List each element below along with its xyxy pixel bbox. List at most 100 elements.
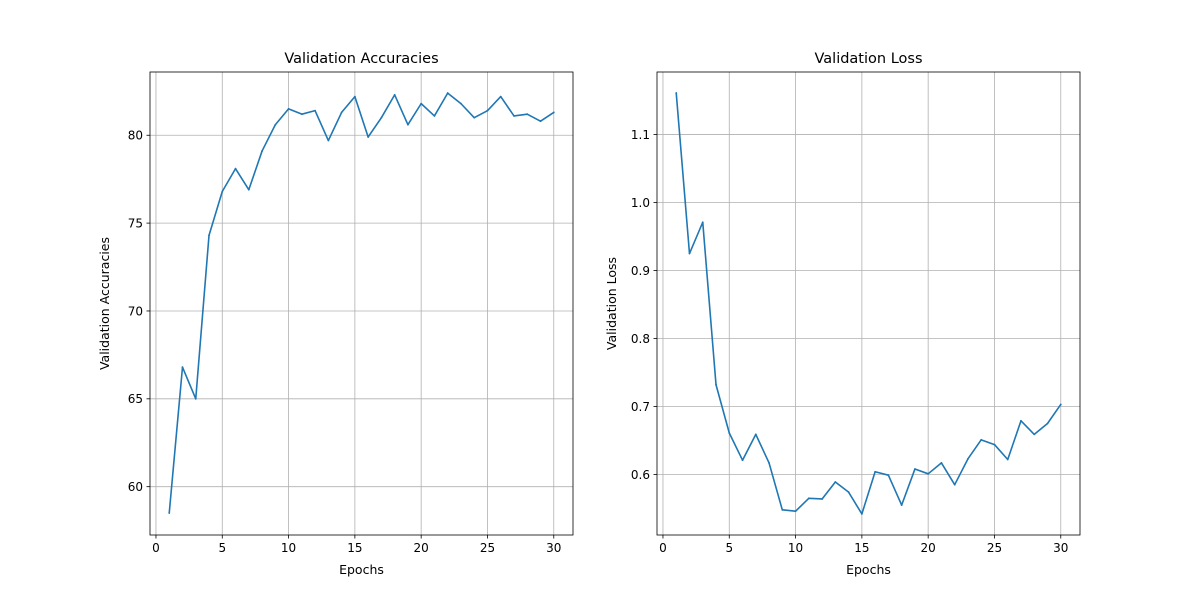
loss-x-tick-label: 10 [788, 541, 803, 555]
accuracy-y-tick-label: 65 [128, 392, 143, 406]
accuracy-data-point [247, 188, 250, 191]
loss-y-tick-label: 0.6 [631, 468, 650, 482]
accuracy-data-point [446, 92, 449, 94]
accuracy-y-axis-label: Validation Accuracies [97, 237, 112, 370]
loss-data-point [821, 498, 823, 500]
loss-data-point [688, 252, 691, 255]
accuracy-x-tick-label: 15 [347, 541, 362, 555]
accuracy-data-point [234, 167, 237, 170]
loss-data-point [754, 433, 757, 436]
accuracy-chart-panel: 0 5 10 15 20 25 30 60 65 70 75 80 Validation Accura… [97, 51, 574, 577]
accuracy-ticks: 0 5 10 15 20 25 30 60 65 70 75 80 [128, 129, 562, 555]
loss-data-point [675, 92, 678, 94]
accuracy-grid [150, 72, 573, 535]
accuracy-data-point [261, 150, 263, 152]
loss-data-point [900, 504, 903, 506]
loss-chart-title: Validation Loss [814, 51, 922, 67]
loss-x-tick-label: 5 [725, 541, 733, 555]
loss-data-point [967, 457, 969, 460]
accuracy-data-point [380, 116, 383, 119]
accuracy-data-point [552, 111, 555, 114]
accuracy-data-point [300, 113, 303, 116]
loss-y-tick-label: 1.0 [631, 196, 650, 210]
accuracy-chart-title: Validation Accuracies [284, 51, 438, 67]
accuracy-data-point [181, 366, 184, 369]
accuracy-x-tick-label: 25 [480, 541, 495, 555]
loss-y-tick-label: 0.7 [631, 400, 650, 414]
accuracy-x-tick-label: 10 [281, 541, 296, 555]
accuracy-x-axis-label: Epochs [339, 562, 384, 577]
accuracy-data-point [499, 95, 502, 98]
accuracy-y-tick-label: 60 [128, 480, 143, 494]
loss-x-tick-label: 0 [659, 541, 667, 555]
loss-data-point [701, 221, 704, 224]
accuracy-data-point [473, 116, 476, 119]
accuracy-data-point [420, 102, 423, 105]
loss-y-tick-label: 1.1 [631, 128, 650, 142]
loss-data-point [741, 459, 744, 462]
accuracy-data-point [526, 113, 529, 116]
accuracy-data-point [340, 111, 343, 114]
accuracy-data-point [513, 115, 515, 117]
accuracy-data-point [460, 102, 462, 105]
accuracy-data-point [367, 136, 370, 138]
accuracy-data-point [353, 95, 356, 98]
loss-data-point [1059, 403, 1062, 406]
accuracy-data-point [168, 512, 171, 514]
loss-data-point [1046, 422, 1049, 425]
loss-data-point [781, 508, 784, 511]
accuracy-data-point [274, 123, 277, 126]
loss-data-point [807, 497, 810, 500]
accuracy-data-point [486, 109, 489, 112]
accuracy-x-tick-label: 20 [414, 541, 429, 555]
loss-data-point [715, 383, 717, 386]
loss-data-point [953, 483, 956, 486]
accuracy-data-point [194, 397, 197, 400]
loss-data-point [728, 432, 731, 434]
loss-data-point [887, 474, 890, 477]
accuracy-x-tick-label: 30 [546, 541, 561, 555]
accuracy-data-point [539, 120, 542, 123]
loss-x-tick-label: 15 [854, 541, 869, 555]
loss-y-tick-label: 0.8 [631, 332, 650, 346]
loss-data-point [847, 491, 850, 494]
accuracy-data-point [433, 115, 436, 117]
accuracy-data-point [221, 190, 224, 193]
accuracy-x-tick-label: 5 [218, 541, 226, 555]
loss-grid [657, 72, 1080, 535]
loss-data-point [1020, 419, 1022, 422]
accuracy-y-tick-label: 80 [128, 129, 143, 143]
loss-data-point [927, 472, 930, 475]
loss-data-point [768, 462, 770, 464]
loss-data-point [794, 510, 797, 513]
accuracy-y-tick-label: 70 [128, 304, 143, 318]
loss-series-line [675, 92, 1062, 515]
loss-y-axis-label: Validation Loss [604, 257, 619, 350]
loss-data-point [1006, 458, 1009, 461]
loss-chart-panel: 0 5 10 15 20 25 30 0.6 0.7 0.8 0.9 1.0 1.1 Validatio… [604, 51, 1081, 577]
loss-x-axis-label: Epochs [846, 562, 891, 577]
accuracy-line-layer [168, 92, 555, 514]
loss-data-point [834, 481, 837, 483]
accuracy-data-point [314, 109, 316, 112]
accuracy-y-tick-label: 75 [128, 216, 143, 230]
loss-ticks: 0 5 10 15 20 25 30 0.6 0.7 0.8 0.9 1.0 1.1 [631, 128, 1069, 555]
loss-y-tick-label: 0.9 [631, 264, 650, 278]
loss-plot-frame [656, 71, 1081, 536]
loss-data-point [860, 513, 863, 515]
accuracy-x-tick-label: 0 [152, 541, 160, 555]
loss-line-layer [675, 92, 1062, 515]
accuracy-data-point [208, 234, 210, 237]
loss-x-tick-label: 30 [1053, 541, 1068, 555]
accuracy-data-point [407, 123, 409, 126]
loss-x-tick-label: 20 [921, 541, 936, 555]
loss-data-point [1033, 433, 1036, 436]
accuracy-plot-frame [149, 71, 574, 536]
loss-data-point [980, 438, 983, 441]
loss-x-tick-label: 25 [987, 541, 1002, 555]
accuracy-data-point [287, 107, 290, 110]
loss-data-point [914, 468, 916, 470]
accuracy-data-point [327, 139, 330, 142]
